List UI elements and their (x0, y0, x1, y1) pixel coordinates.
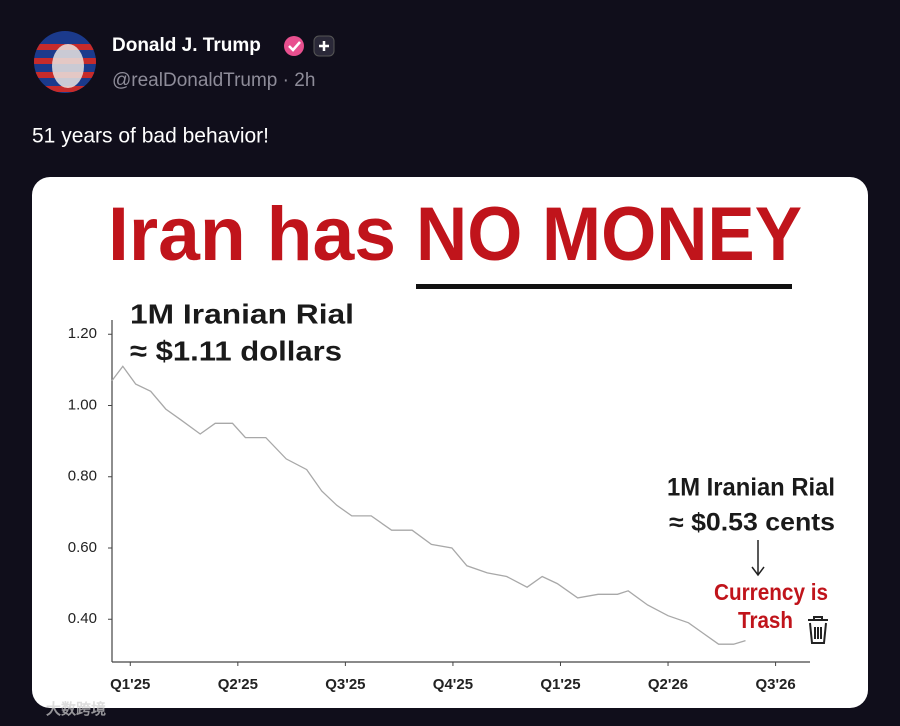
avatar[interactable] (34, 31, 96, 93)
chart-title: Iran has (108, 192, 396, 277)
x-tick-label: Q4'25 (433, 676, 473, 693)
annotation: 1M Iranian Rial (130, 298, 354, 329)
chart: Iran has NO MONEY 1M Iranian Rial ≈ $1.11 d… (68, 192, 835, 693)
y-tick-label: 1.00 (68, 396, 97, 413)
post-text: 51 years of bad behavior! (32, 125, 269, 148)
annotation: Trash (738, 607, 793, 633)
x-tick-label: Q1'25 (540, 676, 580, 693)
verified-check (288, 41, 301, 52)
x-tick-label: Q3'25 (325, 676, 365, 693)
x-tick-label: Q2'26 (648, 676, 688, 693)
annotation-arrow (751, 540, 765, 577)
annotation: ≈ $0.53 cents (669, 509, 835, 537)
annotation: 1M Iranian Rial (667, 474, 835, 502)
media-card[interactable] (32, 177, 868, 708)
y-tick-label: 0.40 (68, 610, 97, 627)
badge-plus (319, 41, 329, 51)
title-underline (416, 284, 792, 289)
y-tick-label: 0.60 (68, 539, 97, 556)
line-series (111, 365, 746, 645)
handle-time[interactable]: @realDonaldTrump · 2h (112, 70, 315, 91)
chart-title-emphasis: NO MONEY (416, 192, 802, 277)
y-tick-label: 0.80 (68, 468, 97, 485)
trash-icon (808, 616, 828, 644)
annotation: Currency is (714, 579, 828, 605)
x-tick-label: Q2'25 (218, 676, 258, 693)
x-tick-label: Q1'25 (110, 676, 150, 693)
y-tick-label: 1.20 (68, 325, 97, 342)
watermark: 大数跨境 (46, 700, 106, 718)
verified-badge (284, 36, 304, 56)
x-tick-label: Q3'26 (755, 676, 795, 693)
annotation: ≈ $1.11 dollars (130, 335, 342, 366)
author[interactable]: Donald J. Trump (112, 35, 261, 56)
